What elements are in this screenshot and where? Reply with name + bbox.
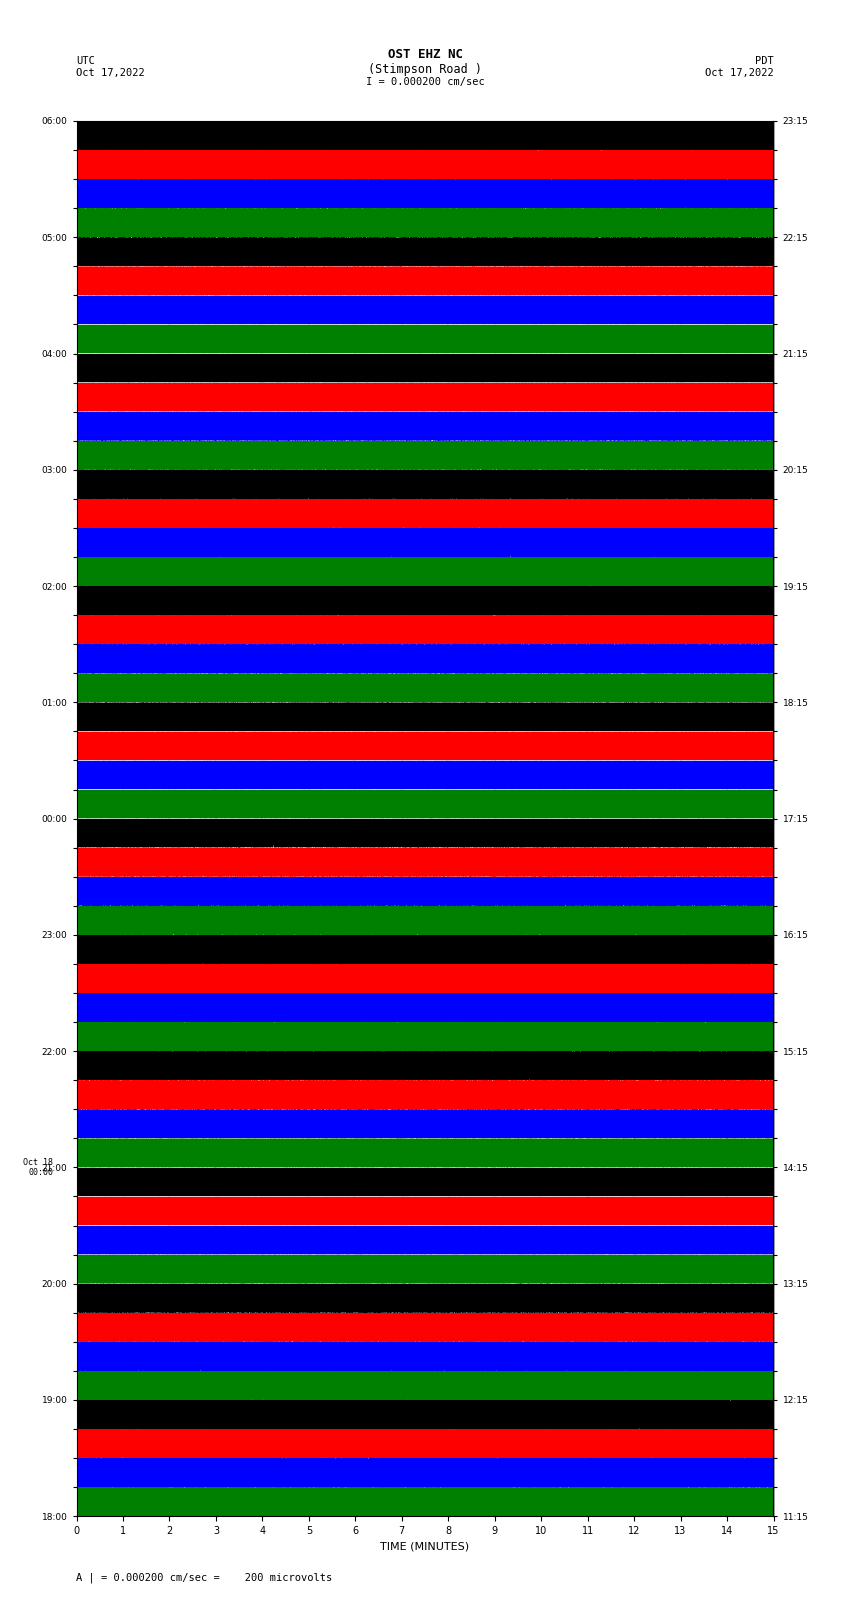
Text: (Stimpson Road ): (Stimpson Road )	[368, 63, 482, 76]
Text: Oct 18
00:00: Oct 18 00:00	[23, 1158, 54, 1177]
X-axis label: TIME (MINUTES): TIME (MINUTES)	[381, 1542, 469, 1552]
Text: A | = 0.000200 cm/sec =    200 microvolts: A | = 0.000200 cm/sec = 200 microvolts	[76, 1573, 332, 1584]
Text: I = 0.000200 cm/sec: I = 0.000200 cm/sec	[366, 77, 484, 87]
Text: UTC
Oct 17,2022: UTC Oct 17,2022	[76, 56, 145, 77]
Text: OST EHZ NC: OST EHZ NC	[388, 48, 462, 61]
Text: PDT
Oct 17,2022: PDT Oct 17,2022	[705, 56, 774, 77]
